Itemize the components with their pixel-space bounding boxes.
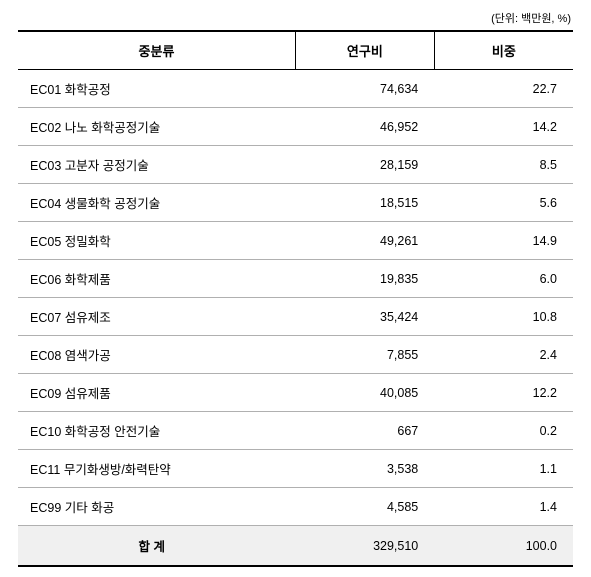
table-body: EC01 화학공정74,63422.7 EC02 나노 화학공정기술46,952… [18,70,573,567]
cell-cost: 7,855 [296,336,435,374]
total-cost: 329,510 [296,526,435,567]
table-row: EC01 화학공정74,63422.7 [18,70,573,108]
cell-category: EC11 무기화생방/화력탄약 [18,450,296,488]
cell-cost: 28,159 [296,146,435,184]
cell-cost: 46,952 [296,108,435,146]
cell-cost: 3,538 [296,450,435,488]
table-row: EC05 정밀화학49,26114.9 [18,222,573,260]
cell-category: EC09 섬유제품 [18,374,296,412]
cell-category: EC05 정밀화학 [18,222,296,260]
data-table: 중분류 연구비 비중 EC01 화학공정74,63422.7 EC02 나노 화… [18,30,573,567]
cell-ratio: 14.9 [434,222,573,260]
table-row: EC10 화학공정 안전기술6670.2 [18,412,573,450]
cell-ratio: 1.4 [434,488,573,526]
cell-category: EC04 생물화학 공정기술 [18,184,296,222]
cell-category: EC10 화학공정 안전기술 [18,412,296,450]
cell-cost: 74,634 [296,70,435,108]
cell-category: EC08 염색가공 [18,336,296,374]
table-row: EC04 생물화학 공정기술18,5155.6 [18,184,573,222]
header-cost: 연구비 [296,31,435,70]
cell-cost: 40,085 [296,374,435,412]
cell-category: EC01 화학공정 [18,70,296,108]
cell-cost: 19,835 [296,260,435,298]
table-row: EC99 기타 화공4,5851.4 [18,488,573,526]
cell-category: EC07 섬유제조 [18,298,296,336]
cell-cost: 18,515 [296,184,435,222]
cell-ratio: 0.2 [434,412,573,450]
cell-cost: 4,585 [296,488,435,526]
cell-category: EC06 화학제품 [18,260,296,298]
cell-cost: 667 [296,412,435,450]
header-ratio: 비중 [434,31,573,70]
cell-ratio: 2.4 [434,336,573,374]
table-row: EC08 염색가공7,8552.4 [18,336,573,374]
cell-ratio: 22.7 [434,70,573,108]
table-row: EC09 섬유제품40,08512.2 [18,374,573,412]
cell-ratio: 8.5 [434,146,573,184]
header-row: 중분류 연구비 비중 [18,31,573,70]
cell-category: EC03 고분자 공정기술 [18,146,296,184]
cell-ratio: 6.0 [434,260,573,298]
table-row: EC07 섬유제조35,42410.8 [18,298,573,336]
total-row: 합 계 329,510 100.0 [18,526,573,567]
cell-ratio: 14.2 [434,108,573,146]
total-label: 합 계 [18,526,296,567]
table-row: EC06 화학제품19,8356.0 [18,260,573,298]
cell-ratio: 12.2 [434,374,573,412]
table-row: EC02 나노 화학공정기술46,95214.2 [18,108,573,146]
cell-cost: 35,424 [296,298,435,336]
cell-category: EC99 기타 화공 [18,488,296,526]
table-row: EC11 무기화생방/화력탄약3,5381.1 [18,450,573,488]
cell-ratio: 10.8 [434,298,573,336]
cell-cost: 49,261 [296,222,435,260]
table-row: EC03 고분자 공정기술28,1598.5 [18,146,573,184]
total-ratio: 100.0 [434,526,573,567]
unit-label: (단위: 백만원, %) [18,10,573,26]
cell-category: EC02 나노 화학공정기술 [18,108,296,146]
header-category: 중분류 [18,31,296,70]
cell-ratio: 1.1 [434,450,573,488]
cell-ratio: 5.6 [434,184,573,222]
